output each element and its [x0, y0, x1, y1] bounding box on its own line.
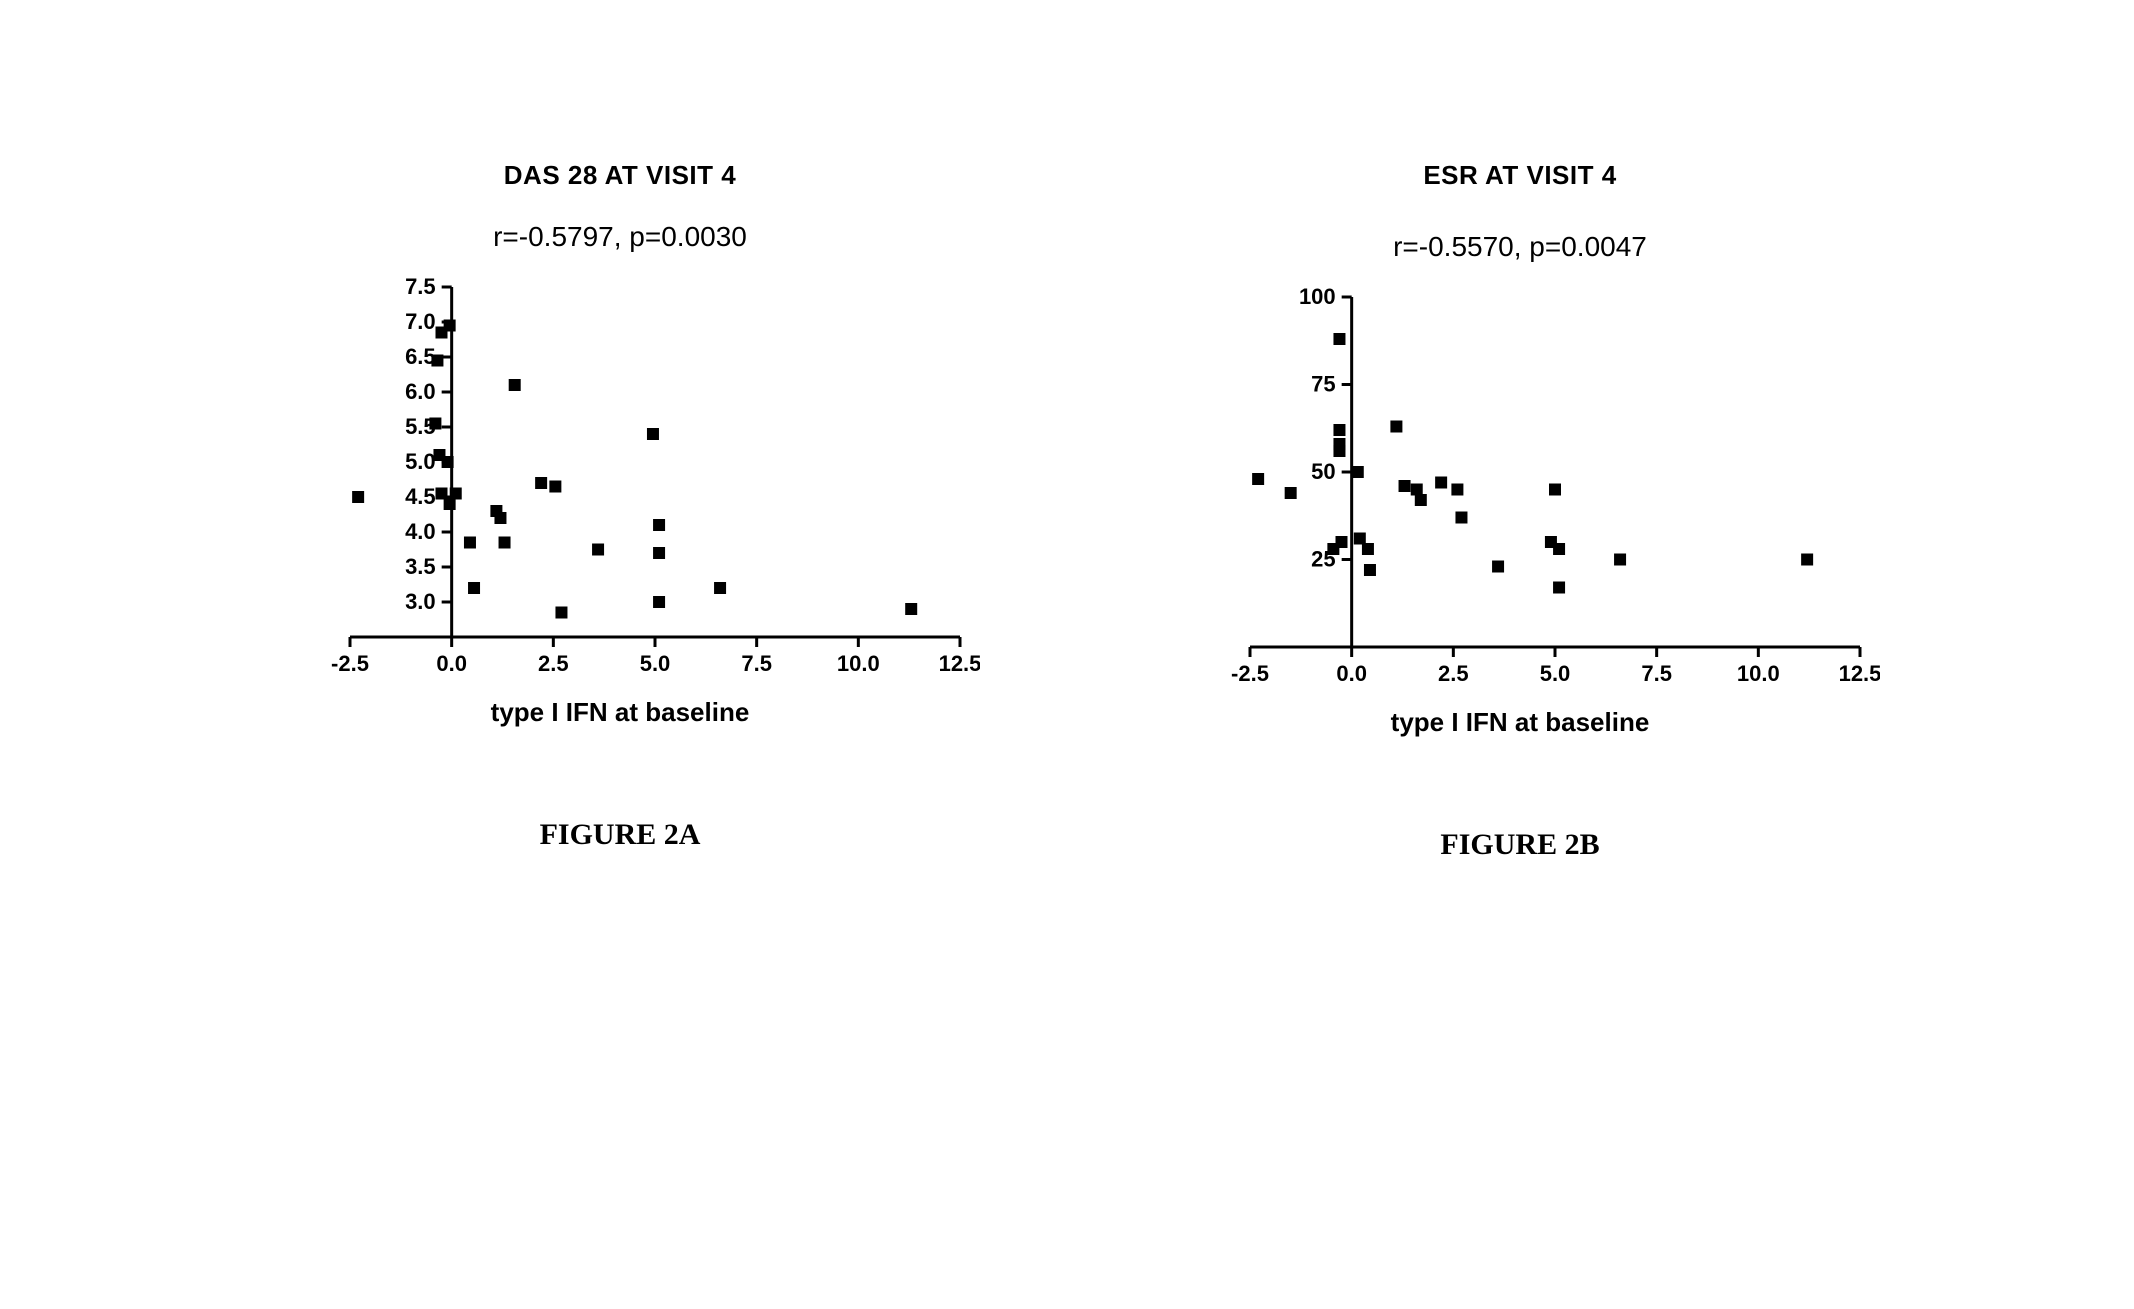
panel-b-svg: 255075100-2.50.02.55.07.510.012.5 [1160, 277, 1880, 697]
x-tick-label: -2.5 [1231, 661, 1269, 686]
data-point [555, 607, 567, 619]
data-point [1352, 466, 1364, 478]
panel-a-correlation-stats: r=-0.5797, p=0.0030 [230, 221, 1010, 253]
data-point [509, 379, 521, 391]
x-tick-label: 10.0 [1737, 661, 1780, 686]
y-tick-label: 7.0 [405, 309, 436, 334]
x-tick-label: 0.0 [436, 651, 467, 676]
x-tick-label: 2.5 [1438, 661, 1469, 686]
data-point [464, 537, 476, 549]
y-tick-label: 100 [1299, 284, 1336, 309]
panel-b-correlation-stats: r=-0.5570, p=0.0047 [1130, 231, 1910, 263]
figure-page: DAS 28 AT VISIT 4 r=-0.5797, p=0.0030 3.… [0, 0, 2134, 1309]
data-point [1801, 554, 1813, 566]
x-tick-label: 2.5 [538, 651, 569, 676]
data-point [352, 491, 364, 503]
y-tick-label: 6.5 [405, 344, 436, 369]
panel-a: DAS 28 AT VISIT 4 r=-0.5797, p=0.0030 3.… [230, 160, 1010, 852]
data-point [653, 596, 665, 608]
data-point [1399, 480, 1411, 492]
x-tick-label: 7.5 [741, 651, 772, 676]
data-point [499, 537, 511, 549]
data-point [714, 582, 726, 594]
panel-a-plot: 3.03.54.04.55.05.56.06.57.07.5-2.50.02.5… [260, 267, 980, 687]
data-point [1252, 473, 1264, 485]
data-point [1451, 484, 1463, 496]
data-point [1362, 543, 1374, 555]
y-tick-label: 6.0 [405, 379, 436, 404]
data-point [1549, 484, 1561, 496]
data-point [442, 456, 454, 468]
x-tick-label: 12.5 [939, 651, 980, 676]
y-tick-label: 3.0 [405, 589, 436, 614]
data-point [1285, 487, 1297, 499]
data-point [1333, 424, 1345, 436]
data-point [653, 547, 665, 559]
panel-b-caption: FIGURE 2B [1130, 828, 1910, 862]
panel-a-title: DAS 28 AT VISIT 4 [230, 160, 1010, 191]
data-point [450, 488, 462, 500]
x-tick-label: 10.0 [837, 651, 880, 676]
y-tick-label: 50 [1311, 459, 1335, 484]
y-tick-label: 75 [1311, 372, 1335, 397]
y-tick-label: 4.5 [405, 484, 436, 509]
y-tick-label: 4.0 [405, 519, 436, 544]
y-tick-label: 3.5 [405, 554, 436, 579]
data-point [494, 512, 506, 524]
data-point [549, 481, 561, 493]
data-point [1492, 561, 1504, 573]
x-tick-label: -2.5 [331, 651, 369, 676]
x-tick-label: 5.0 [640, 651, 671, 676]
data-point [436, 488, 448, 500]
data-point [1553, 582, 1565, 594]
data-point [592, 544, 604, 556]
data-point [1435, 477, 1447, 489]
panel-b-plot: 255075100-2.50.02.55.07.510.012.5 [1160, 277, 1880, 697]
data-point [1333, 333, 1345, 345]
data-point [905, 603, 917, 615]
data-point [468, 582, 480, 594]
panel-b-xlabel: type I IFN at baseline [1130, 707, 1910, 738]
data-point [1415, 494, 1427, 506]
data-point [429, 418, 441, 430]
data-point [1411, 484, 1423, 496]
panel-a-xlabel: type I IFN at baseline [230, 697, 1010, 728]
x-tick-label: 12.5 [1839, 661, 1880, 686]
y-tick-label: 5.0 [405, 449, 436, 474]
data-point [1553, 543, 1565, 555]
data-point [535, 477, 547, 489]
data-point [1354, 533, 1366, 545]
panel-a-svg: 3.03.54.04.55.05.56.06.57.07.5-2.50.02.5… [260, 267, 980, 687]
x-tick-label: 7.5 [1641, 661, 1672, 686]
data-point [647, 428, 659, 440]
data-point [431, 355, 443, 367]
y-tick-label: 7.5 [405, 274, 436, 299]
data-point [1390, 421, 1402, 433]
data-point [1327, 543, 1339, 555]
x-tick-label: 0.0 [1336, 661, 1367, 686]
panel-a-caption: FIGURE 2A [230, 818, 1010, 852]
data-point [1614, 554, 1626, 566]
panel-b: ESR AT VISIT 4 r=-0.5570, p=0.0047 25507… [1130, 160, 1910, 862]
data-point [1364, 564, 1376, 576]
panel-b-title: ESR AT VISIT 4 [1130, 160, 1910, 191]
data-point [444, 498, 456, 510]
data-point [444, 320, 456, 332]
data-point [1455, 512, 1467, 524]
x-tick-label: 5.0 [1540, 661, 1571, 686]
data-point [1333, 445, 1345, 457]
data-point [653, 519, 665, 531]
